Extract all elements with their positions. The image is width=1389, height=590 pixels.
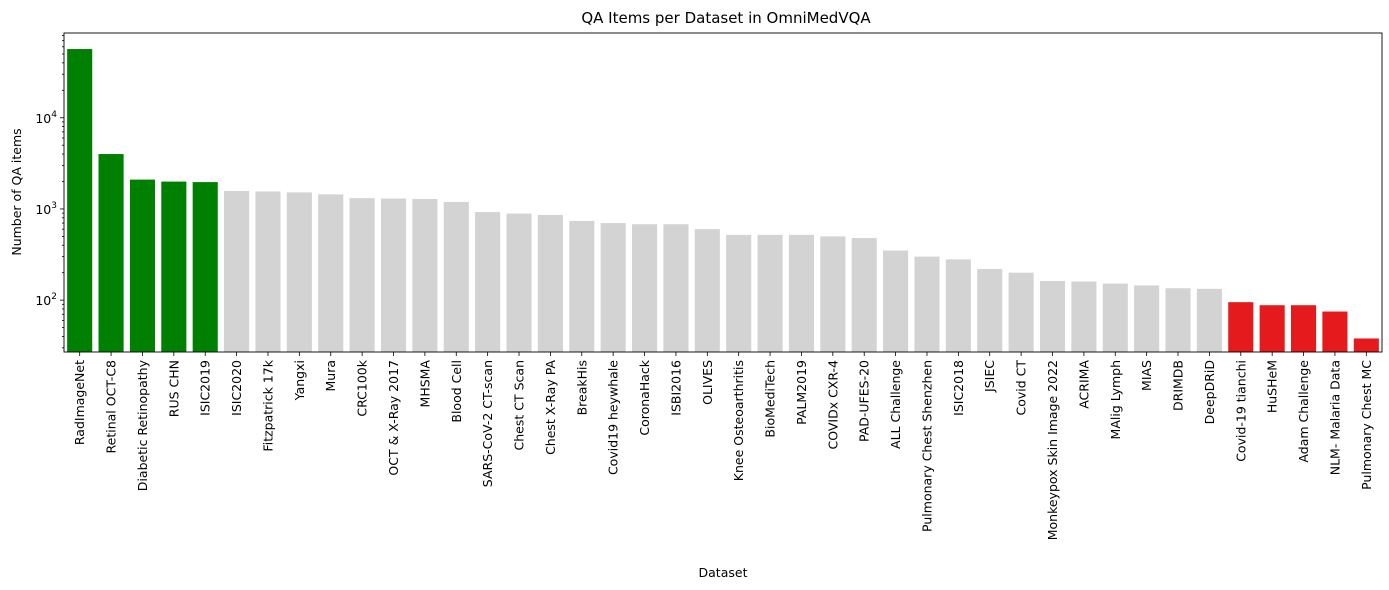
- x-tick-label: Blood Cell: [449, 360, 464, 423]
- bar: [1039, 281, 1066, 352]
- bar: [914, 256, 940, 352]
- x-tick-label: MHSMA: [417, 360, 432, 408]
- bar: [1008, 272, 1034, 352]
- x-tick-label: Chest CT Scan: [512, 360, 527, 450]
- x-tick-label: Monkeypox Skin Image 2022: [1045, 360, 1060, 540]
- x-tick-label: ACRIMA: [1076, 360, 1091, 409]
- x-axis-label: Dataset: [699, 565, 748, 580]
- x-tick-label: Pulmonary Chest Shenzhen: [919, 360, 934, 532]
- x-tick-label: ISIC2019: [198, 360, 213, 416]
- x-tick-label: ISIC2018: [951, 360, 966, 416]
- x-tick-label: CoronaHack: [637, 359, 652, 435]
- bar: [1102, 283, 1128, 352]
- x-tick-label: JSIEC: [982, 360, 997, 393]
- bar: [537, 214, 563, 352]
- x-tick-label: Chest X-Ray PA: [543, 360, 558, 455]
- bar: [632, 224, 658, 352]
- bar: [224, 191, 250, 352]
- x-tick-label: MIAS: [1139, 360, 1154, 391]
- x-tick-label: DeepDRiD: [1202, 360, 1217, 424]
- x-tick-label: Knee Osteoarthritis: [731, 360, 746, 481]
- bars-group: [67, 49, 1379, 352]
- bar: [506, 213, 532, 352]
- bar: [443, 201, 469, 352]
- x-tick-label: CRC100k: [355, 359, 370, 416]
- x-tick-label: Covid-19 tianchi: [1233, 360, 1248, 462]
- bar: [255, 191, 281, 352]
- y-tick-label: 104: [35, 110, 57, 126]
- bar: [883, 250, 909, 352]
- chart-title: QA Items per Dataset in OmniMedVQA: [581, 9, 871, 27]
- bar: [1353, 338, 1379, 352]
- x-tick-label: Fitzpatrick 17k: [260, 359, 275, 451]
- x-tick-label: Diabetic Retinopathy: [135, 359, 150, 491]
- x-tick-label: RadImageNet: [72, 360, 87, 445]
- bar: [788, 234, 814, 352]
- x-axis-ticks: RadImageNet Retinal OCT-C8 Diabetic Retino…: [72, 352, 1374, 540]
- bar: [286, 192, 312, 352]
- x-tick-label: NLM- Malaria Data: [1327, 360, 1342, 475]
- x-tick-label: COVIDx CXR-4: [825, 360, 840, 450]
- bar: [192, 182, 218, 352]
- bar: [851, 238, 877, 352]
- plot-frame: [63, 32, 1383, 353]
- x-tick-label: Yangxi: [292, 360, 307, 401]
- bar: [98, 154, 124, 352]
- x-tick-label: MAlig Lymph: [1108, 360, 1123, 439]
- x-tick-label: ISBI2016: [668, 360, 683, 416]
- bar: [412, 198, 438, 352]
- x-tick-label: SARS-CoV-2 CT-scan: [480, 360, 495, 487]
- x-tick-label: Retinal OCT-C8: [104, 360, 119, 454]
- x-tick-label: ALL Challenge: [888, 360, 903, 449]
- bar: [569, 220, 595, 352]
- bar: [318, 194, 344, 352]
- x-tick-label: DRIMDB: [1171, 360, 1186, 411]
- x-tick-label: PALM2019: [794, 360, 809, 425]
- bar: [977, 268, 1003, 352]
- x-tick-label: OCT & X-Ray 2017: [386, 360, 401, 476]
- x-tick-label: HuSHeM: [1265, 360, 1280, 413]
- bar: [380, 198, 407, 352]
- y-tick-label: 102: [35, 292, 57, 308]
- y-tick-label: 103: [35, 201, 57, 217]
- bar: [161, 181, 187, 352]
- bar: [1071, 281, 1097, 352]
- bar: [129, 179, 155, 352]
- x-tick-label: RUS CHN: [166, 360, 181, 417]
- x-tick-label: ISIC2020: [229, 360, 244, 416]
- bar: [663, 224, 689, 352]
- bar: [1228, 302, 1254, 352]
- bar: [757, 234, 783, 352]
- x-tick-label: BioMediTech: [763, 360, 778, 438]
- bar: [475, 212, 501, 352]
- bar: [1165, 288, 1191, 352]
- bar: [1259, 305, 1285, 352]
- x-tick-label: Pulmonary Chest MC: [1359, 360, 1374, 490]
- x-tick-label: Mura: [323, 360, 338, 392]
- bar: [349, 198, 375, 352]
- bar: [1134, 285, 1160, 352]
- bar: [726, 234, 752, 352]
- x-tick-label: OLIVES: [700, 360, 715, 405]
- bar: [694, 229, 720, 352]
- x-tick-label: PAD-UFES-20: [857, 360, 872, 442]
- bar: [600, 223, 626, 352]
- bar: [1322, 311, 1348, 352]
- bar: [1291, 305, 1317, 352]
- x-tick-label: BreakHis: [574, 360, 589, 415]
- x-tick-label: Covid CT: [1014, 360, 1029, 416]
- x-tick-label: Adam Challenge: [1296, 360, 1311, 463]
- bar: [945, 259, 971, 352]
- y-axis-label: Number of QA items: [9, 128, 24, 255]
- bar: [1196, 288, 1222, 352]
- x-tick-label: Covid19 heywhale: [606, 360, 621, 475]
- y-axis-ticks: 102 103 104: [35, 35, 64, 349]
- bar: [820, 236, 846, 352]
- bar: [67, 49, 93, 352]
